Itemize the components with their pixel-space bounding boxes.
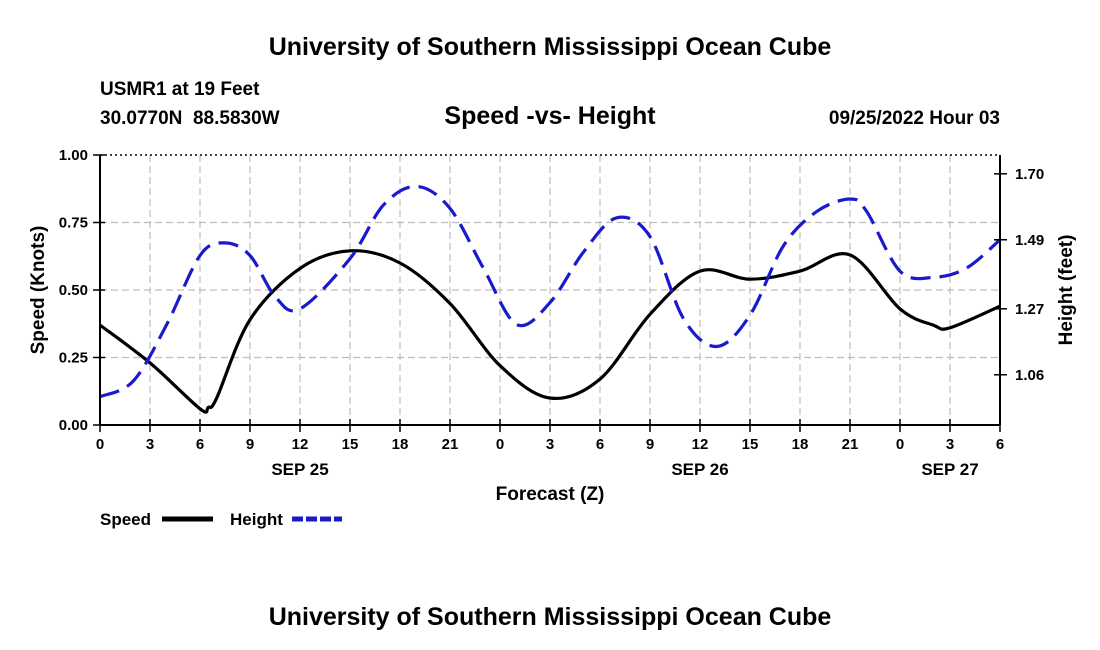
- right-tick-label: 1.06: [1015, 367, 1044, 384]
- legend-label-height: Height: [230, 510, 283, 529]
- station-label: USMR1 at 19 Feet: [100, 79, 260, 100]
- x-tick-label: 6: [996, 436, 1004, 453]
- legend-label-speed: Speed: [100, 510, 151, 529]
- x-tick-label: 0: [96, 436, 104, 453]
- x-tick-label: 3: [546, 436, 554, 453]
- axes: 0.00 0.25 0.50 0.75 1.00 1.06 1.27 1.49 1.70 0 3 6 9…: [59, 147, 1044, 479]
- left-tick-label: 1.00: [59, 147, 88, 164]
- x-tick-label: 6: [596, 436, 604, 453]
- series-line-speed: [99, 249, 1001, 414]
- location-label: 30.0770N 88.5830W: [100, 108, 280, 129]
- datetime-label: 09/25/2022 Hour 03: [829, 108, 1000, 129]
- header-title: University of Southern Mississippi Ocean…: [269, 33, 832, 61]
- right-tick-label: 1.27: [1015, 301, 1044, 318]
- x-tick-label: 18: [792, 436, 809, 453]
- left-tick-label: 0.25: [59, 350, 88, 367]
- series-line-height: [99, 184, 1002, 399]
- x-tick-label: 0: [896, 436, 904, 453]
- date-label: SEP 25: [271, 460, 328, 479]
- x-tick-label: 18: [392, 436, 409, 453]
- left-tick-label: 0.50: [59, 282, 88, 299]
- series-layer: [99, 184, 1002, 414]
- x-tick-label: 12: [292, 436, 309, 453]
- legend: Speed Height: [100, 510, 342, 529]
- x-tick-label: 9: [646, 436, 654, 453]
- footer-title: University of Southern Mississippi Ocean…: [269, 603, 832, 631]
- right-tick-label: 1.70: [1015, 166, 1044, 183]
- x-tick-label: 21: [442, 436, 459, 453]
- x-tick-label: 3: [946, 436, 954, 453]
- x-tick-label: 15: [342, 436, 359, 453]
- x-tick-label: 21: [842, 436, 859, 453]
- x-axis-label: Forecast (Z): [496, 484, 605, 505]
- left-tick-label: 0.75: [59, 215, 88, 232]
- x-tick-label: 0: [496, 436, 504, 453]
- x-tick-label: 3: [146, 436, 154, 453]
- x-tick-label: 9: [246, 436, 254, 453]
- x-tick-label: 12: [692, 436, 709, 453]
- x-tick-label: 6: [196, 436, 204, 453]
- left-tick-label: 0.00: [59, 417, 88, 434]
- right-tick-label: 1.49: [1015, 232, 1044, 249]
- chart-title: Speed -vs- Height: [444, 102, 656, 130]
- left-axis-label: Speed (Knots): [28, 226, 49, 355]
- right-axis-label: Height (feet): [1056, 235, 1077, 346]
- x-tick-label: 15: [742, 436, 759, 453]
- date-label: SEP 27: [921, 460, 978, 479]
- grid: [100, 154, 1000, 425]
- date-label: SEP 26: [671, 460, 728, 479]
